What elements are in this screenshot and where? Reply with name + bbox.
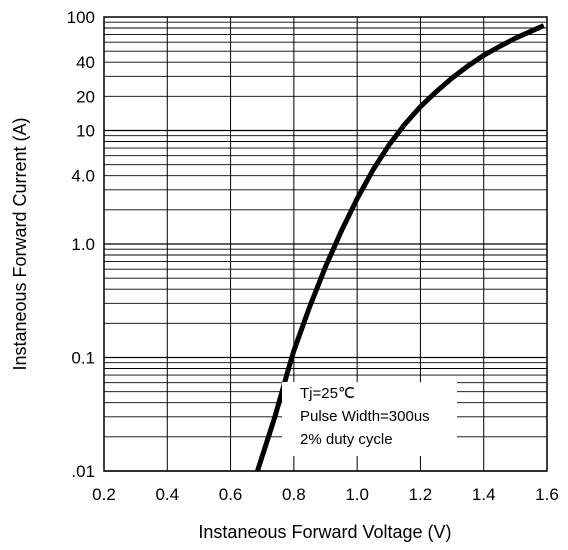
x-tick-label: 0.4 — [155, 485, 179, 504]
y-tick-label: 40 — [76, 53, 95, 72]
x-tick-label: 1.4 — [472, 485, 496, 504]
plot-frame — [103, 16, 548, 472]
y-tick-label: 4.0 — [71, 167, 95, 186]
x-tick-label: 0.6 — [219, 485, 243, 504]
y-tick-label: 10 — [76, 122, 95, 141]
annotation-duty-cycle: 2% duty cycle — [300, 431, 393, 448]
y-tick-label: .01 — [71, 462, 95, 481]
y-tick-label: 1.0 — [71, 235, 95, 254]
curve-layer — [255, 23, 545, 472]
y-tick-label: 100 — [67, 8, 95, 27]
annotation-box — [282, 382, 457, 456]
y-tick-label: 0.1 — [71, 349, 95, 368]
annotation-temperature: Tj=25℃ — [300, 385, 355, 402]
forward-current-curve — [255, 23, 545, 472]
x-tick-label: 1.6 — [535, 485, 559, 504]
x-tick-label: 1.0 — [345, 485, 369, 504]
x-tick-labels: 0.2 0.4 0.6 0.8 1.0 1.2 1.4 1.6 — [92, 485, 559, 504]
x-tick-label: 0.8 — [282, 485, 306, 504]
annotation-pulse-width: Pulse Width=300us — [300, 408, 430, 425]
x-tick-label: 1.2 — [409, 485, 433, 504]
x-tick-label: 0.2 — [92, 485, 116, 504]
y-axis-label: Instaneous Forward Current (A) — [10, 117, 30, 370]
minor-gridlines — [104, 21, 547, 438]
y-tick-labels: .01 0.1 1.0 4.0 10 20 40 100 — [67, 8, 95, 481]
y-tick-label: 20 — [76, 87, 95, 106]
x-axis-label: Instaneous Forward Voltage (V) — [198, 522, 451, 542]
